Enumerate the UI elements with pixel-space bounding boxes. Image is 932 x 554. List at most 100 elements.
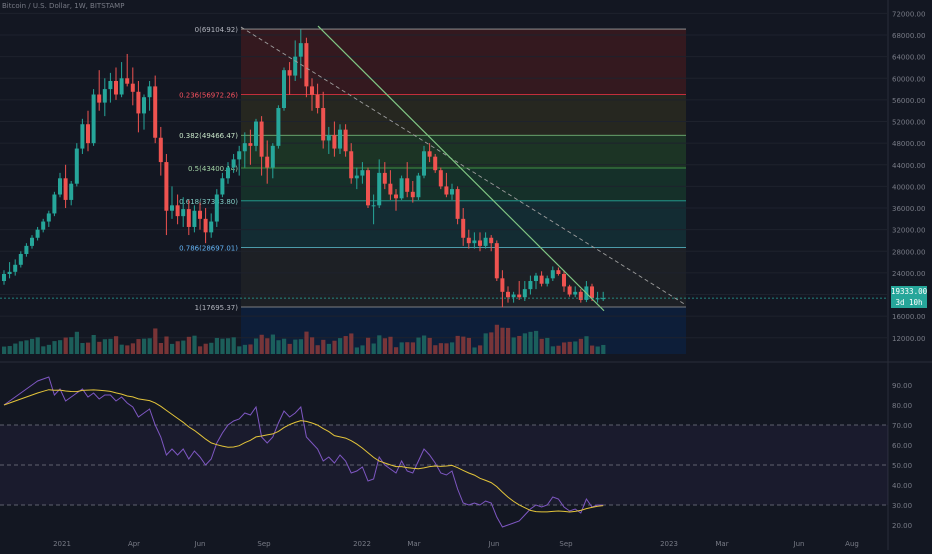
candle-body — [511, 294, 516, 298]
price-tick: 28000.00 — [892, 248, 925, 256]
fib-label: 0.236(56972.26) — [179, 92, 238, 100]
fib-label: 0.5(43400.14) — [188, 165, 238, 173]
candle-body — [13, 264, 18, 272]
candle-body — [517, 294, 522, 298]
candle-body — [287, 70, 292, 76]
candle-body — [226, 167, 230, 179]
rsi-tick: 90.00 — [892, 382, 912, 390]
candle-body — [186, 209, 191, 227]
fib-label: 0.618(37333.80) — [179, 198, 238, 206]
volume-bar — [69, 337, 74, 354]
candle-body — [242, 143, 247, 152]
fib-label: 0.382(49466.47) — [179, 132, 238, 140]
volume-bar — [388, 336, 393, 354]
volume-bar — [119, 344, 124, 354]
volume-bar — [52, 341, 57, 354]
candle-body — [270, 145, 275, 168]
candle-body — [276, 108, 281, 146]
time-tick: Mar — [407, 540, 420, 548]
candle-body — [578, 291, 583, 300]
candle-body — [438, 170, 443, 187]
candle-body — [450, 189, 454, 195]
candle-body — [18, 253, 23, 265]
volume-bar — [444, 343, 449, 354]
volume-bar — [573, 341, 578, 354]
volume-bar — [377, 335, 382, 354]
candle-body — [86, 124, 90, 144]
candle-body — [595, 298, 600, 300]
time-tick: Sep — [559, 540, 573, 548]
volume-bar — [556, 345, 561, 354]
candle-body — [506, 291, 510, 298]
candle-body — [310, 86, 314, 95]
candle-body — [500, 278, 505, 292]
price-tick: 56000.00 — [892, 97, 925, 105]
volume-bar — [528, 331, 533, 354]
bar-countdown: 3d 10h — [895, 298, 923, 307]
volume-bar — [220, 338, 225, 354]
volume-bar — [338, 338, 343, 354]
downtrend-line — [317, 25, 605, 312]
volume-bar — [24, 340, 29, 354]
candle-body — [483, 237, 488, 246]
volume-bar — [584, 336, 589, 354]
volume-bar — [97, 341, 102, 354]
volume-bar — [7, 346, 12, 354]
candle-body — [601, 298, 606, 300]
candle-body — [343, 129, 348, 152]
volume-bar — [517, 335, 522, 354]
candle-body — [35, 229, 40, 238]
symbol-title: Bitcoin / U.S. Dollar, 1W, BITSTAMP — [2, 2, 125, 10]
candle-body — [80, 124, 85, 149]
price-tick: 36000.00 — [892, 205, 925, 213]
candle-body — [528, 281, 533, 290]
candle-body — [203, 218, 208, 233]
candle-body — [489, 237, 494, 244]
volume-bar — [578, 338, 583, 354]
volume-bar — [226, 338, 231, 354]
candle-body — [321, 108, 326, 141]
candle-body — [231, 159, 236, 168]
volume-bar — [181, 340, 186, 354]
volume-bar — [114, 336, 119, 354]
volume-bar — [562, 342, 567, 354]
fib-label: 1(17695.37) — [195, 304, 239, 312]
volume-bar — [136, 339, 141, 354]
candle-body — [466, 237, 471, 244]
candle-body — [254, 121, 258, 146]
volume-bar — [483, 333, 488, 354]
volume-bar — [86, 342, 91, 354]
last-price: 19333.00 — [891, 287, 928, 296]
rsi-tick: 40.00 — [892, 482, 912, 490]
volume-bar — [466, 337, 471, 354]
candle-body — [181, 209, 186, 217]
volume-bar — [321, 339, 326, 354]
rsi-tick: 50.00 — [892, 462, 912, 470]
candle-body — [326, 135, 331, 141]
rsi-tick: 80.00 — [892, 402, 912, 410]
candle-body — [142, 97, 146, 114]
volume-bar — [58, 340, 63, 354]
volume-bar — [91, 335, 96, 354]
volume-bar — [545, 337, 550, 354]
volume-bar — [130, 343, 135, 354]
volume-bar — [399, 342, 404, 354]
volume-bar — [142, 338, 147, 354]
price-tick: 48000.00 — [892, 140, 925, 148]
candle-body — [590, 286, 594, 299]
candle-body — [399, 178, 404, 199]
candle-body — [2, 273, 6, 282]
volume-bar — [293, 339, 298, 354]
volume-bar — [360, 345, 365, 354]
volume-bar — [265, 338, 270, 354]
candle-body — [556, 270, 561, 274]
volume-bar — [595, 346, 600, 354]
volume-bar — [343, 336, 348, 354]
candle-body — [377, 172, 382, 206]
rsi-tick: 60.00 — [892, 442, 912, 450]
volume-bar — [534, 330, 539, 354]
candle-body — [164, 162, 169, 211]
volume-bar — [500, 327, 505, 354]
